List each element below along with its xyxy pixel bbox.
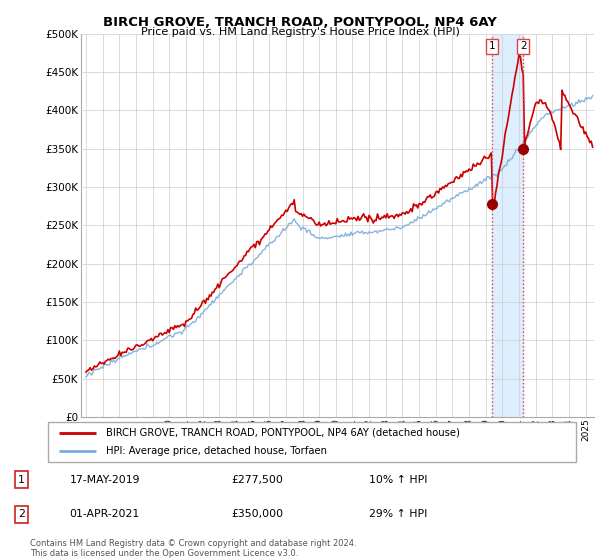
Text: BIRCH GROVE, TRANCH ROAD, PONTYPOOL, NP4 6AY (detached house): BIRCH GROVE, TRANCH ROAD, PONTYPOOL, NP4… [106,428,460,437]
Text: Contains HM Land Registry data © Crown copyright and database right 2024.
This d: Contains HM Land Registry data © Crown c… [30,539,356,558]
Text: 17-MAY-2019: 17-MAY-2019 [70,475,140,484]
Text: Price paid vs. HM Land Registry's House Price Index (HPI): Price paid vs. HM Land Registry's House … [140,27,460,37]
Text: £350,000: £350,000 [231,510,283,519]
Text: 1: 1 [18,475,25,484]
Bar [492,34,523,417]
Text: 01-APR-2021: 01-APR-2021 [70,510,140,519]
Text: 2: 2 [18,510,25,519]
Text: HPI: Average price, detached house, Torfaen: HPI: Average price, detached house, Torf… [106,446,327,456]
Text: 10% ↑ HPI: 10% ↑ HPI [369,475,428,484]
Text: 1: 1 [488,41,495,52]
Text: BIRCH GROVE, TRANCH ROAD, PONTYPOOL, NP4 6AY: BIRCH GROVE, TRANCH ROAD, PONTYPOOL, NP4… [103,16,497,29]
Text: 2: 2 [520,41,527,52]
Text: 29% ↑ HPI: 29% ↑ HPI [369,510,427,519]
FancyBboxPatch shape [48,422,576,462]
Text: £277,500: £277,500 [231,475,283,484]
